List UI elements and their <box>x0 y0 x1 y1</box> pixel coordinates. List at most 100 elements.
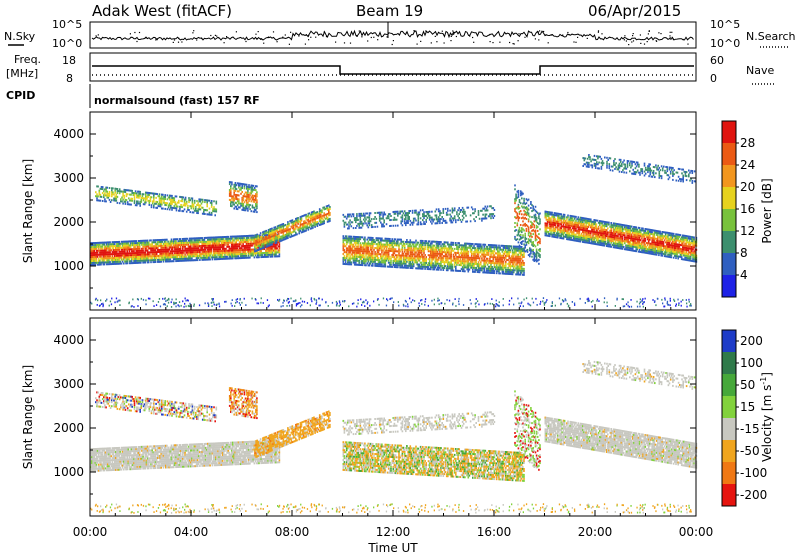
power-cell <box>224 247 226 250</box>
power-cell <box>367 260 370 263</box>
power-cell <box>204 258 207 261</box>
power-cell <box>411 255 414 258</box>
power-cell <box>208 207 211 210</box>
power-cell <box>448 253 450 256</box>
power-cell <box>305 225 307 228</box>
power-cell <box>251 188 254 191</box>
power-cell <box>401 244 404 247</box>
power-cell <box>250 250 252 253</box>
power-cell <box>137 200 139 203</box>
power-cell <box>415 259 417 262</box>
power-cell <box>171 200 173 203</box>
power-cell <box>395 210 398 213</box>
power-cell <box>317 212 320 215</box>
power-cell <box>477 253 480 256</box>
power-cell <box>172 250 175 253</box>
power-cell <box>250 248 252 251</box>
power-cell <box>108 194 111 197</box>
power-cell <box>113 253 116 255</box>
power-cell <box>478 265 481 268</box>
power-cell <box>407 264 409 267</box>
power-cell <box>227 253 230 256</box>
freq-left-tick-bottom: 8 <box>66 72 73 85</box>
power-cell <box>232 237 234 240</box>
power-cell <box>268 228 271 231</box>
power-cell <box>227 257 230 260</box>
power-cell <box>275 229 278 232</box>
power-cell <box>365 260 367 263</box>
power-cell <box>382 253 384 256</box>
power-cell <box>464 250 466 253</box>
power-cell <box>464 266 466 269</box>
power-cell <box>389 261 391 264</box>
power-cell <box>106 186 108 189</box>
power-cell <box>240 235 242 238</box>
power-cell <box>469 266 472 269</box>
power-cell <box>475 269 477 271</box>
power-cell <box>204 240 207 243</box>
power-cell <box>360 260 363 263</box>
noise-search-dot <box>524 36 526 38</box>
power-cell <box>167 252 169 255</box>
power-cell <box>285 227 288 230</box>
power-cell <box>366 256 368 259</box>
power-cell <box>304 220 306 223</box>
power-cell <box>359 256 362 258</box>
power-cell <box>458 260 460 262</box>
power-cell <box>487 265 490 268</box>
power-cell <box>125 256 127 259</box>
power-cell <box>250 234 252 237</box>
power-cell <box>353 251 356 254</box>
power-cell <box>468 244 471 247</box>
power-cell <box>326 218 329 221</box>
power-cell <box>377 243 380 246</box>
power-cell <box>125 254 127 257</box>
power-cell <box>390 219 392 221</box>
power-cell <box>443 245 446 248</box>
power-cell <box>241 198 243 201</box>
power-cell <box>174 246 176 249</box>
power-cell <box>235 257 237 260</box>
power-cell <box>457 242 459 245</box>
power-cell <box>146 239 149 242</box>
noise-search-dot <box>192 32 194 34</box>
power-cell <box>433 250 435 253</box>
power-cell <box>460 244 463 247</box>
power-cell <box>357 255 359 258</box>
power-cell <box>316 221 319 223</box>
power-cell <box>199 245 201 248</box>
power-cell <box>390 248 392 250</box>
power-cell <box>515 263 517 266</box>
power-cell <box>136 202 138 205</box>
power-cell <box>271 243 273 246</box>
power-cell <box>102 257 105 260</box>
power-cell <box>218 242 220 245</box>
power-cell <box>203 208 205 211</box>
power-cell <box>363 262 365 265</box>
power-cell <box>227 241 230 244</box>
power-cell <box>505 247 507 249</box>
power-cell <box>460 268 463 271</box>
power-cell <box>229 253 232 256</box>
power-cell <box>365 252 367 255</box>
power-cell <box>378 259 381 262</box>
power-cell <box>271 253 274 256</box>
power-cell <box>461 266 464 269</box>
power-cell <box>431 258 433 261</box>
power-cell <box>417 241 420 244</box>
power-cell <box>150 196 153 199</box>
power-cell <box>497 258 499 261</box>
power-cell <box>356 236 358 238</box>
power-cell <box>148 201 151 204</box>
power-cell <box>246 235 249 237</box>
power-cell <box>384 253 387 256</box>
power-cell <box>140 255 142 258</box>
power-cell <box>435 264 438 267</box>
power-cell <box>140 251 142 254</box>
power-cell <box>500 260 502 263</box>
power-cell <box>252 252 255 255</box>
power-cell <box>157 203 160 206</box>
power-cell <box>95 259 98 262</box>
power-cell <box>297 222 299 225</box>
power-cell <box>400 220 402 223</box>
